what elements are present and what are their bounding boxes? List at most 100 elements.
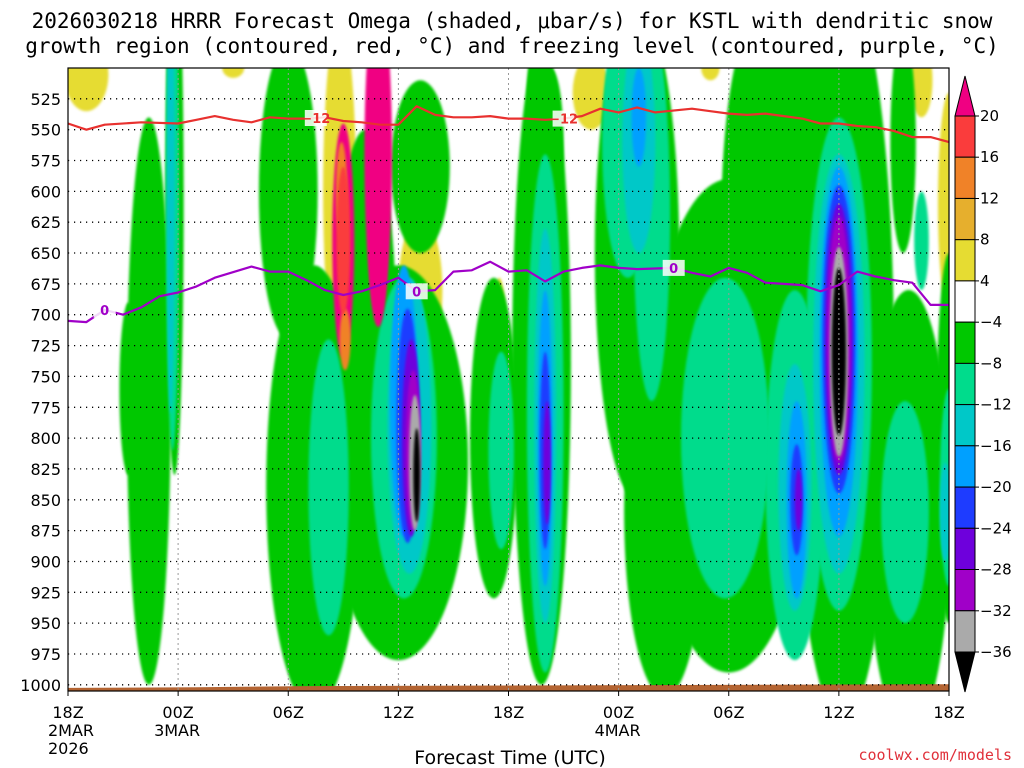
colorbar-label-9: −20 xyxy=(980,478,1012,496)
omega-blob-74 xyxy=(369,179,388,327)
x-tick-label-8: 18Z xyxy=(933,703,964,722)
omega-blob-4 xyxy=(701,68,720,81)
contour-label-1-2: 0 xyxy=(669,262,678,277)
y-tick-label-15: 900 xyxy=(30,553,61,572)
colorbar-box-4 xyxy=(954,280,976,323)
contour-label-0-1: −12 xyxy=(549,113,578,128)
y-tick-label-1: 550 xyxy=(30,121,61,140)
x-tick-label-0: 18Z xyxy=(52,703,83,722)
omega-blob-46 xyxy=(166,68,175,414)
colorbar-label-4: 4 xyxy=(980,272,990,290)
colorbar-box-7 xyxy=(954,404,976,447)
colorbar-top-arrow xyxy=(954,75,976,117)
colorbar-box-6 xyxy=(954,362,976,406)
colorbar-label-8: −16 xyxy=(980,437,1012,455)
omega-blob-64 xyxy=(794,469,803,531)
colorbar-label-2: 12 xyxy=(980,190,999,208)
x-tick-date-1: 3MAR xyxy=(154,721,200,740)
colorbar-box-0 xyxy=(954,115,976,158)
omega-blob-45 xyxy=(914,191,929,290)
colorbar-box-9 xyxy=(954,486,976,529)
y-tick-label-6: 675 xyxy=(30,275,61,294)
x-tick-date-5: 4MAR xyxy=(595,721,641,740)
x-tick-label-4: 18Z xyxy=(493,703,524,722)
omega-blob-55 xyxy=(631,68,647,167)
plot-area: −12 −12 0 0 0 xyxy=(68,68,949,691)
omega-blob-5 xyxy=(910,68,933,118)
colorbar-box-2 xyxy=(954,198,976,241)
colorbar-label-0: 20 xyxy=(980,107,999,125)
y-tick-label-7: 700 xyxy=(30,306,61,325)
contour-label-bg-0-1 xyxy=(552,110,575,127)
x-tick-label-5: 00Z xyxy=(603,703,634,722)
colorbar-label-11: −28 xyxy=(980,561,1012,579)
y-tick-label-0: 525 xyxy=(30,90,61,109)
contour-label-bg-1-2 xyxy=(662,259,685,276)
omega-shading xyxy=(68,68,949,691)
y-tick-label-8: 725 xyxy=(30,337,61,356)
y-tick-label-14: 875 xyxy=(30,522,61,541)
colorbar-bottom-arrow xyxy=(954,651,976,693)
contour-label-bg-1-1 xyxy=(405,283,428,300)
chart-title-line1: 2026030218 HRRR Forecast Omega (shaded, … xyxy=(32,9,993,33)
colorbar-box-5 xyxy=(954,321,976,364)
colorbar-box-8 xyxy=(954,445,976,488)
x-tick-label-7: 12Z xyxy=(823,703,854,722)
x-tick-label-1: 00Z xyxy=(162,703,193,722)
freezing-level-contour xyxy=(68,260,949,324)
x-tick-year-0: 2026 xyxy=(48,739,89,758)
colorbar-label-12: −32 xyxy=(980,602,1012,620)
y-tick-label-9: 750 xyxy=(30,367,61,386)
colorbar-box-11 xyxy=(954,569,976,612)
x-tick-date-0: 2MAR xyxy=(48,721,94,740)
y-tick-label-10: 775 xyxy=(30,398,61,417)
colorbar-box-12 xyxy=(954,610,976,653)
dgz-minus12-contour xyxy=(68,105,949,144)
omega-blob-63 xyxy=(543,401,551,525)
omega-blob-35 xyxy=(308,339,349,636)
colorbar-label-6: −8 xyxy=(980,354,1002,372)
y-tick-label-18: 975 xyxy=(30,645,61,664)
y-tick-label-13: 850 xyxy=(30,491,61,510)
x-axis-label: Forecast Time (UTC) xyxy=(414,747,605,768)
y-axis-ticks: 525 550 575 600 625 650 675 700 725 750 775 800 825 8… xyxy=(20,90,61,695)
grid-lines xyxy=(68,68,949,691)
omega-blob-32 xyxy=(890,68,916,253)
omega-blob-71 xyxy=(831,267,846,436)
colorbar-box-10 xyxy=(954,527,976,570)
y-tick-label-12: 825 xyxy=(30,460,61,479)
colorbar-label-3: 8 xyxy=(980,231,990,249)
omega-blob-19 xyxy=(391,80,450,254)
chart-title-line2: growth region (contoured, red, °C) and f… xyxy=(25,34,999,58)
y-tick-label-17: 950 xyxy=(30,614,61,633)
y-tick-label-16: 925 xyxy=(30,583,61,602)
colorbar-label-13: −36 xyxy=(980,643,1012,661)
colorbar-box-1 xyxy=(954,156,976,199)
credit-text: coolwx.com/models xyxy=(858,746,1012,764)
colorbar-label-5: −4 xyxy=(980,313,1002,331)
omega-blob-52 xyxy=(939,462,949,562)
contour-label-0-0: −12 xyxy=(301,112,330,127)
omega-blob-43 xyxy=(881,401,929,624)
y-tick-label-19: 1000 xyxy=(20,676,61,695)
colorbar-label-7: −12 xyxy=(980,396,1012,414)
omega-blob-14 xyxy=(119,302,138,476)
contour-lines: −12 −12 0 0 0 xyxy=(68,105,949,324)
contour-label-bg-1-0 xyxy=(93,301,116,318)
omega-blob-1 xyxy=(222,68,245,78)
omega-blob-40 xyxy=(681,277,770,599)
omega-blob-12 xyxy=(126,117,171,685)
omega-blob-30 xyxy=(526,68,546,142)
y-tick-label-4: 625 xyxy=(30,213,61,232)
contour-label-bg-0-0 xyxy=(304,110,327,126)
omega-blob-77 xyxy=(336,166,351,315)
omega-blob-37 xyxy=(488,351,514,550)
colorbar-label-1: 16 xyxy=(980,148,999,166)
omega-blob-76 xyxy=(339,308,351,371)
omega-blob-70 xyxy=(413,428,421,522)
y-tick-label-3: 600 xyxy=(30,182,61,201)
x-tick-label-3: 12Z xyxy=(383,703,414,722)
colorbar-box-3 xyxy=(954,239,976,282)
